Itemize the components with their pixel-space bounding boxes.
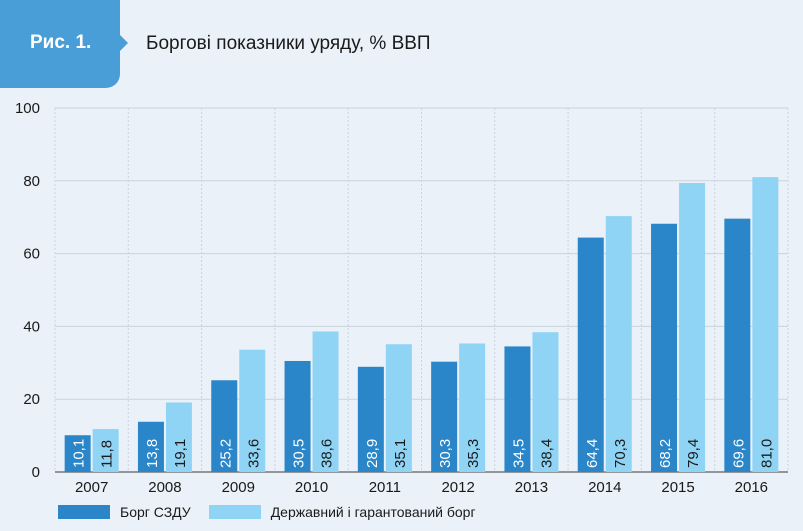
bar-series-2 <box>752 177 779 472</box>
bar-series-1 <box>357 366 384 472</box>
y-tick-label: 60 <box>23 246 40 263</box>
legend-label-series-2: Державний і гарантований борг <box>270 504 476 520</box>
bar-series-1 <box>137 421 164 472</box>
y-tick-label: 100 <box>15 100 40 117</box>
data-label-series-1: 64,4 <box>584 439 601 468</box>
legend-swatch-series-2 <box>208 505 261 519</box>
bar-series-1 <box>211 380 238 472</box>
bar-series-2 <box>92 429 119 472</box>
bar-series-2 <box>165 402 192 472</box>
data-label-series-2: 19,1 <box>172 439 189 468</box>
bar-series-2 <box>679 182 706 472</box>
data-label-series-1: 13,8 <box>144 439 161 468</box>
data-label-series-1: 30,5 <box>291 439 308 468</box>
bar-series-2 <box>605 216 632 472</box>
x-tick-label: 2012 <box>441 479 474 496</box>
data-label-series-2: 70,3 <box>612 439 629 468</box>
data-label-series-1: 68,2 <box>657 439 674 468</box>
data-label-series-1: 30,3 <box>437 439 454 468</box>
legend-label-series-1: Борг СЗДУ <box>120 504 191 520</box>
bar-series-2 <box>385 344 412 472</box>
data-label-series-1: 25,2 <box>217 439 234 468</box>
bar-series-1 <box>64 435 91 472</box>
bar-series-1 <box>577 237 604 472</box>
y-tick-label: 0 <box>32 464 40 481</box>
bar-series-2 <box>459 343 486 472</box>
bar-series-1 <box>651 223 678 472</box>
figure-header: Рис. 1. Боргові показники уряду, % ВВП <box>0 0 803 88</box>
y-tick-label: 20 <box>23 391 40 408</box>
legend-item-series-1: Борг СЗДУ <box>58 504 191 520</box>
y-tick-label: 40 <box>23 318 40 335</box>
figure-label: Рис. 1. <box>30 32 92 53</box>
data-label-series-2: 79,4 <box>685 439 702 468</box>
bar-series-2 <box>532 332 559 472</box>
data-label-series-2: 35,1 <box>392 439 409 468</box>
legend-item-series-2: Державний і гарантований борг <box>208 504 476 520</box>
figure-title: Боргові показники уряду, % ВВП <box>146 33 431 54</box>
bar-series-2 <box>239 349 266 472</box>
data-label-series-1: 34,5 <box>510 439 527 468</box>
bar-series-1 <box>724 218 751 472</box>
bar-series-1 <box>284 360 311 472</box>
tag-arrow-icon <box>120 35 128 51</box>
data-label-series-2: 33,6 <box>245 439 262 468</box>
chart-legend: Борг СЗДУ Державний і гарантований борг <box>58 503 494 521</box>
y-tick-label: 80 <box>23 173 40 190</box>
bar-series-1 <box>431 361 458 472</box>
data-label-series-2: 38,6 <box>319 439 336 468</box>
bar-series-2 <box>312 331 339 472</box>
x-tick-label: 2011 <box>369 479 401 496</box>
x-tick-label: 2014 <box>588 479 621 496</box>
legend-swatch-series-1 <box>58 505 110 519</box>
data-label-series-2: 35,3 <box>465 439 482 468</box>
data-label-series-1: 28,9 <box>364 439 381 468</box>
data-label-series-2: 81,0 <box>758 439 775 468</box>
data-label-series-2: 11,8 <box>99 440 116 468</box>
data-label-series-2: 38,4 <box>538 439 555 468</box>
x-tick-label: 2009 <box>222 479 255 496</box>
data-label-series-1: 10,1 <box>71 439 88 468</box>
x-tick-label: 2013 <box>515 479 548 496</box>
x-tick-label: 2015 <box>661 479 694 496</box>
bar-chart: 0 20 40 60 80 100 10,1 11,8 2007 13,8 19,1 2008 25,2… <box>15 100 789 496</box>
data-label-series-1: 69,6 <box>730 439 747 468</box>
bar-series-1 <box>504 346 531 472</box>
figure-tag: Рис. 1. <box>0 0 120 88</box>
x-tick-label: 2007 <box>75 479 108 496</box>
x-tick-label: 2016 <box>735 479 768 496</box>
x-tick-label: 2008 <box>148 479 181 496</box>
x-tick-label: 2010 <box>295 479 328 496</box>
